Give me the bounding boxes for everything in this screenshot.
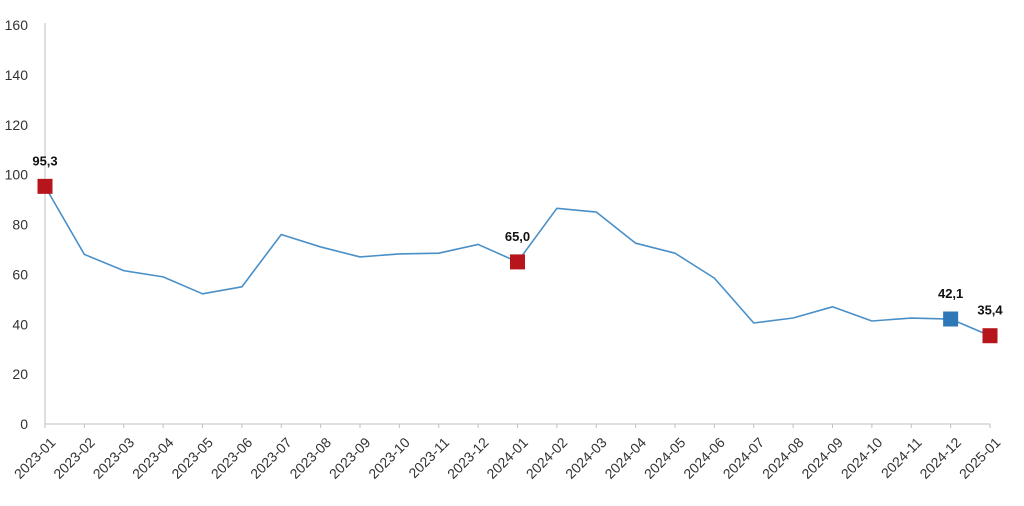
x-tick-label: 2023-05: [168, 434, 216, 482]
x-tick-label: 2024-03: [562, 434, 610, 482]
x-tick-label: 2025-01: [956, 434, 1004, 482]
highlight-marker: [510, 254, 525, 270]
x-tick-label: 2024-11: [878, 434, 925, 481]
highlight-marker: [37, 178, 53, 194]
y-tick-label: 60: [12, 266, 28, 282]
y-tick-labels: 0 20 40 60 80 100 120 140 160: [5, 17, 29, 432]
x-tick-label: 2023-03: [90, 434, 138, 482]
data-label: 35,4: [977, 303, 1003, 318]
x-tick-label: 2023-11: [405, 434, 452, 481]
x-tick-label: 2024-07: [720, 434, 768, 482]
y-tick-label: 0: [20, 416, 28, 432]
data-label: 42,1: [938, 286, 963, 301]
x-tick-label: 2023-08: [286, 434, 334, 482]
highlight-marker: [982, 328, 998, 344]
x-tick-label: 2023-06: [208, 434, 256, 482]
x-tick-label: 2024-08: [759, 434, 807, 482]
x-tick-label: 2024-04: [601, 434, 649, 482]
x-tick-label: 2023-12: [444, 434, 492, 482]
x-tick-label: 2023-07: [247, 434, 295, 482]
y-tick-label: 80: [12, 217, 28, 233]
data-label: 65,0: [505, 229, 530, 244]
y-tick-label: 40: [12, 316, 28, 332]
data-labels: 95,3 65,0 42,1 35,4: [32, 153, 1003, 317]
x-tick-label: 2023-09: [326, 434, 374, 482]
y-tick-label: 160: [5, 17, 29, 33]
x-tick-label: 2024-02: [523, 434, 571, 482]
y-tick-label: 140: [5, 67, 29, 83]
data-label: 95,3: [32, 153, 57, 168]
y-tick-label: 120: [5, 117, 29, 133]
x-tick-label: 2024-10: [838, 434, 886, 482]
x-tick-label: 2024-06: [680, 434, 728, 482]
x-tick-label: 2024-12: [916, 434, 964, 482]
x-tick-labels: 2023-012023-022023-032023-042023-052023-…: [11, 424, 1004, 482]
x-tick-label: 2023-02: [50, 434, 98, 482]
x-tick-label: 2024-05: [641, 434, 689, 482]
x-tick-label: 2024-01: [483, 434, 531, 482]
highlight-markers: [37, 178, 998, 344]
axes: [44, 23, 990, 425]
x-tick-label: 2024-09: [798, 434, 846, 482]
x-tick-label: 2023-10: [365, 434, 413, 482]
x-tick-label: 2023-01: [11, 434, 59, 482]
y-tick-label: 100: [5, 167, 29, 183]
highlight-marker: [943, 311, 959, 327]
x-tick-label: 2023-04: [129, 434, 177, 482]
y-tick-label: 20: [12, 366, 28, 382]
